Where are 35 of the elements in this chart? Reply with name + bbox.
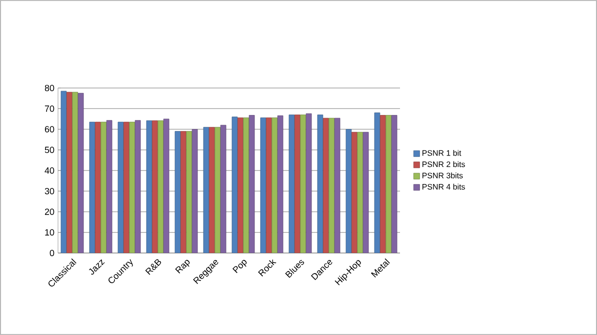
bar xyxy=(266,118,272,253)
bar xyxy=(294,114,300,253)
bar xyxy=(66,92,72,253)
bar xyxy=(380,115,386,253)
bar xyxy=(72,92,78,253)
bar xyxy=(322,118,329,253)
bar xyxy=(94,122,101,253)
bar xyxy=(129,122,136,253)
bar xyxy=(152,120,158,253)
bar xyxy=(214,126,221,253)
y-tick-label: 40 xyxy=(44,167,54,174)
y-tick-label: 0 xyxy=(50,250,54,256)
bar xyxy=(208,126,215,253)
y-tick-label: 30 xyxy=(44,188,54,194)
y-tick-label: 70 xyxy=(44,105,54,112)
x-tick-label: Pop xyxy=(232,260,247,274)
bar xyxy=(300,114,306,253)
y-tick-label: 80 xyxy=(44,84,54,92)
bar xyxy=(237,118,244,253)
y-tick-label: 60 xyxy=(44,126,54,132)
bar xyxy=(352,132,358,253)
bar xyxy=(272,118,278,253)
bar xyxy=(328,118,335,253)
x-tick-label: Rap xyxy=(175,260,190,274)
bar xyxy=(123,122,130,253)
bar xyxy=(357,132,364,253)
bar xyxy=(180,131,186,253)
bar xyxy=(100,122,107,253)
bar xyxy=(243,118,250,253)
bar xyxy=(386,115,392,253)
bar xyxy=(186,131,192,253)
y-tick-label: 50 xyxy=(44,146,54,154)
y-tick-label: 20 xyxy=(44,208,54,215)
y-tick-label: 10 xyxy=(45,229,54,236)
bar xyxy=(158,120,164,253)
